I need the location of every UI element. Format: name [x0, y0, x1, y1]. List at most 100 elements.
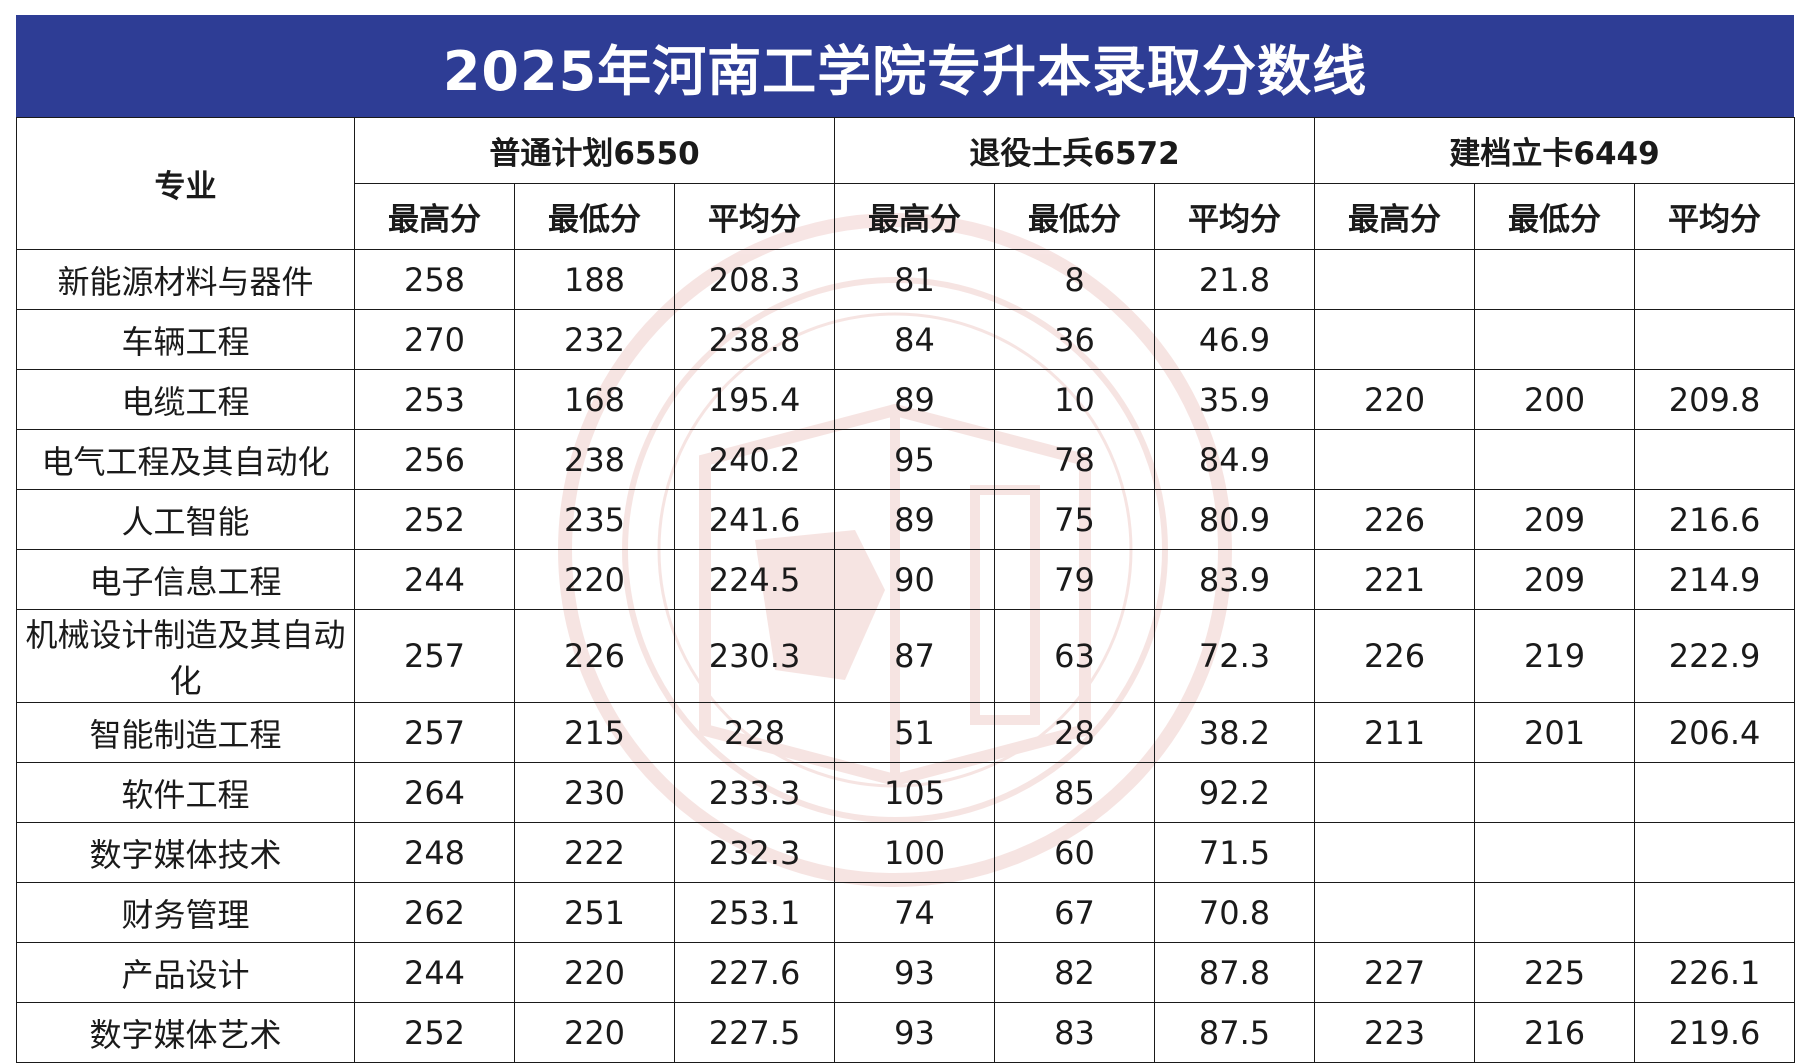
- regular-min-cell: 251: [514, 882, 675, 943]
- regular-avg-cell: 224.5: [673, 549, 836, 610]
- header-group-poverty: 建档立卡6449: [1314, 117, 1796, 184]
- poverty-avg-cell: [1634, 429, 1796, 490]
- poverty-max-cell: [1314, 822, 1476, 883]
- regular-min-cell: 230: [514, 762, 675, 823]
- regular-max-cell: 256: [354, 429, 515, 490]
- regular-min-cell: 238: [514, 429, 675, 490]
- veteran-max-cell: 100: [834, 822, 996, 883]
- veteran-max-cell: 87: [834, 609, 996, 703]
- header-group-regular: 普通计划6550: [353, 117, 836, 184]
- veteran-avg-cell: 87.8: [1154, 942, 1316, 1003]
- veteran-min-cell: 82: [994, 942, 1156, 1003]
- major-name-cell: 电子信息工程: [16, 549, 355, 610]
- veteran-avg-cell: 87.5: [1154, 1002, 1316, 1063]
- regular-min-cell: 188: [514, 249, 675, 310]
- regular-avg-cell: 208.3: [673, 249, 836, 310]
- poverty-min-cell: 225: [1474, 942, 1636, 1003]
- regular-max-cell: 257: [354, 702, 515, 763]
- poverty-avg-cell: [1634, 882, 1796, 943]
- regular-avg-cell: 238.8: [673, 309, 836, 370]
- veteran-max-cell: 95: [834, 429, 996, 490]
- regular-max-cell: 244: [354, 549, 515, 610]
- poverty-min-cell: 216: [1474, 1002, 1636, 1063]
- poverty-avg-cell: [1634, 249, 1796, 310]
- major-name-cell: 软件工程: [16, 762, 355, 823]
- poverty-min-cell: 209: [1474, 489, 1636, 550]
- poverty-max-cell: 226: [1314, 609, 1476, 703]
- table-row: 产品设计 244 220 227.6 93 82 87.8 227 225 226.1: [16, 942, 1796, 1003]
- poverty-min-cell: [1474, 249, 1636, 310]
- poverty-max-cell: [1314, 762, 1476, 823]
- regular-avg-cell: 240.2: [673, 429, 836, 490]
- regular-max-cell: 262: [354, 882, 515, 943]
- major-name-cell: 车辆工程: [16, 309, 355, 370]
- veteran-min-cell: 75: [994, 489, 1156, 550]
- poverty-avg-cell: 226.1: [1634, 942, 1796, 1003]
- poverty-avg-cell: 209.8: [1634, 369, 1796, 430]
- poverty-avg-cell: [1634, 762, 1796, 823]
- regular-max-cell: 252: [354, 489, 515, 550]
- major-name-cell: 机械设计制造及其自动化: [16, 609, 355, 703]
- poverty-max-cell: 211: [1314, 702, 1476, 763]
- poverty-avg-cell: [1634, 309, 1796, 370]
- table-row: 软件工程 264 230 233.3 105 85 92.2: [16, 762, 1796, 823]
- header-group-veteran: 退役士兵6572: [834, 117, 1316, 184]
- poverty-min-cell: 209: [1474, 549, 1636, 610]
- major-name-cell: 人工智能: [16, 489, 355, 550]
- page-title: 2025年河南工学院专升本录取分数线: [16, 15, 1794, 117]
- poverty-max-cell: 223: [1314, 1002, 1476, 1063]
- veteran-min-cell: 10: [994, 369, 1156, 430]
- regular-min-cell: 215: [514, 702, 675, 763]
- veteran-max-cell: 93: [834, 942, 996, 1003]
- poverty-max-cell: 221: [1314, 549, 1476, 610]
- regular-avg-cell: 241.6: [673, 489, 836, 550]
- table-row: 电气工程及其自动化 256 238 240.2 95 78 84.9: [16, 429, 1796, 490]
- header-major: 专业: [16, 117, 355, 250]
- regular-avg-cell: 228: [673, 702, 836, 763]
- veteran-min-cell: 60: [994, 822, 1156, 883]
- veteran-avg-cell: 71.5: [1154, 822, 1316, 883]
- veteran-min-cell: 28: [994, 702, 1156, 763]
- score-table: 专业 普通计划6550 退役士兵6572 建档立卡6449 最高分 最低分 平均…: [16, 117, 1796, 1063]
- veteran-avg-cell: 46.9: [1154, 309, 1316, 370]
- regular-min-cell: 220: [514, 942, 675, 1003]
- veteran-min-cell: 83: [994, 1002, 1156, 1063]
- veteran-max-cell: 89: [834, 489, 996, 550]
- header-avg-score: 平均分: [1154, 183, 1316, 250]
- regular-max-cell: 258: [354, 249, 515, 310]
- regular-avg-cell: 227.6: [673, 942, 836, 1003]
- table-row: 电缆工程 253 168 195.4 89 10 35.9 220 200 209.8: [16, 369, 1796, 430]
- poverty-max-cell: [1314, 429, 1476, 490]
- veteran-avg-cell: 84.9: [1154, 429, 1316, 490]
- poverty-avg-cell: 222.9: [1634, 609, 1796, 703]
- poverty-min-cell: 201: [1474, 702, 1636, 763]
- regular-min-cell: 168: [514, 369, 675, 430]
- header-min-score: 最低分: [514, 183, 675, 250]
- table-row: 智能制造工程 257 215 228 51 28 38.2 211 201 206.4: [16, 702, 1796, 763]
- regular-max-cell: 248: [354, 822, 515, 883]
- poverty-min-cell: 200: [1474, 369, 1636, 430]
- veteran-max-cell: 84: [834, 309, 996, 370]
- poverty-min-cell: [1474, 822, 1636, 883]
- regular-max-cell: 257: [354, 609, 515, 703]
- header-min-score: 最低分: [994, 183, 1156, 250]
- poverty-max-cell: 226: [1314, 489, 1476, 550]
- regular-min-cell: 220: [514, 549, 675, 610]
- poverty-max-cell: 220: [1314, 369, 1476, 430]
- veteran-max-cell: 74: [834, 882, 996, 943]
- veteran-avg-cell: 83.9: [1154, 549, 1316, 610]
- regular-min-cell: 235: [514, 489, 675, 550]
- regular-min-cell: 220: [514, 1002, 675, 1063]
- major-name-cell: 电缆工程: [16, 369, 355, 430]
- veteran-avg-cell: 72.3: [1154, 609, 1316, 703]
- header-max-score: 最高分: [1314, 183, 1476, 250]
- veteran-min-cell: 85: [994, 762, 1156, 823]
- regular-min-cell: 222: [514, 822, 675, 883]
- table-row: 数字媒体技术 248 222 232.3 100 60 71.5: [16, 822, 1796, 883]
- major-name-cell: 新能源材料与器件: [16, 249, 355, 310]
- regular-min-cell: 232: [514, 309, 675, 370]
- poverty-avg-cell: 206.4: [1634, 702, 1796, 763]
- veteran-min-cell: 36: [994, 309, 1156, 370]
- poverty-max-cell: 227: [1314, 942, 1476, 1003]
- header-avg-score: 平均分: [673, 183, 836, 250]
